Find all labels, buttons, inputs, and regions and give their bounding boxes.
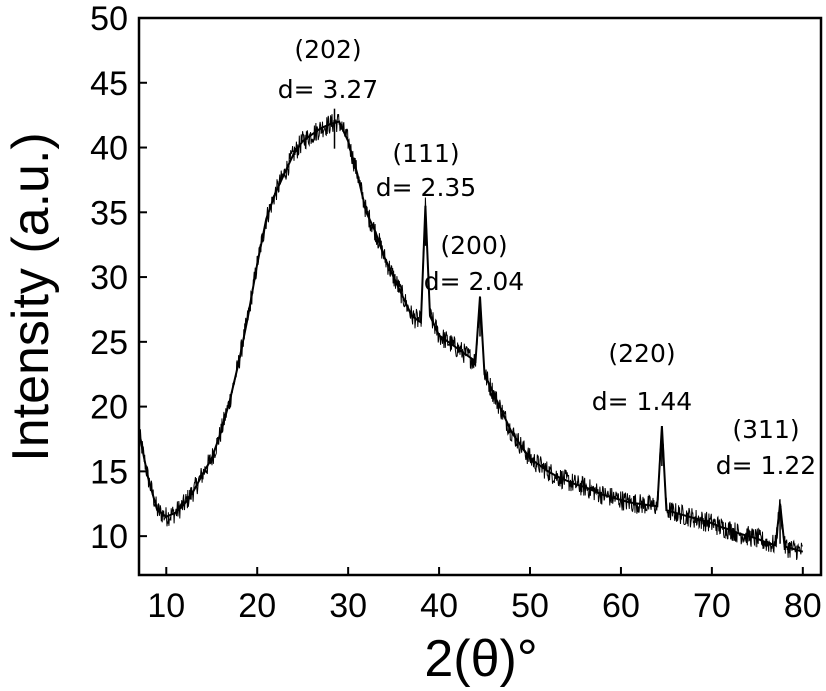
- x-tick-label: 10: [147, 587, 185, 625]
- peak-label: (200): [440, 231, 507, 260]
- x-tick-label: 30: [329, 587, 367, 625]
- peak-label: (202): [294, 35, 361, 64]
- y-tick-label: 45: [90, 65, 128, 103]
- peak-label: (111): [392, 139, 459, 168]
- plot-frame: [137, 16, 823, 577]
- y-tick-label: 50: [90, 0, 128, 38]
- peak-d-spacing: d= 1.22: [716, 451, 816, 480]
- y-tick-label: 15: [90, 453, 128, 491]
- y-tick-label: 10: [90, 518, 128, 556]
- peak-d-spacing: d= 2.35: [376, 173, 476, 202]
- y-tick-label: 20: [90, 389, 128, 427]
- peak-label: (311): [732, 415, 799, 444]
- peak-d-spacing: d= 1.44: [592, 387, 692, 416]
- x-tick-label: 80: [784, 587, 822, 625]
- y-tick-label: 30: [90, 259, 128, 297]
- y-tick-label: 25: [90, 324, 128, 362]
- peak-d-spacing: d= 2.04: [424, 267, 524, 296]
- y-axis-title: Intensity (a.u.): [2, 132, 60, 461]
- peak-label: (220): [608, 339, 675, 368]
- x-axis-title: 2(θ)°: [424, 630, 537, 688]
- x-tick-label: 70: [693, 587, 731, 625]
- x-tick-label: 50: [511, 587, 549, 625]
- series-noise: [138, 114, 803, 561]
- peak-d-spacing: d= 3.27: [278, 75, 378, 104]
- x-tick-label: 20: [238, 587, 276, 625]
- x-tick-label: 60: [602, 587, 640, 625]
- y-tick-label: 35: [90, 194, 128, 232]
- x-tick-label: 40: [420, 587, 458, 625]
- y-tick-label: 40: [90, 130, 128, 168]
